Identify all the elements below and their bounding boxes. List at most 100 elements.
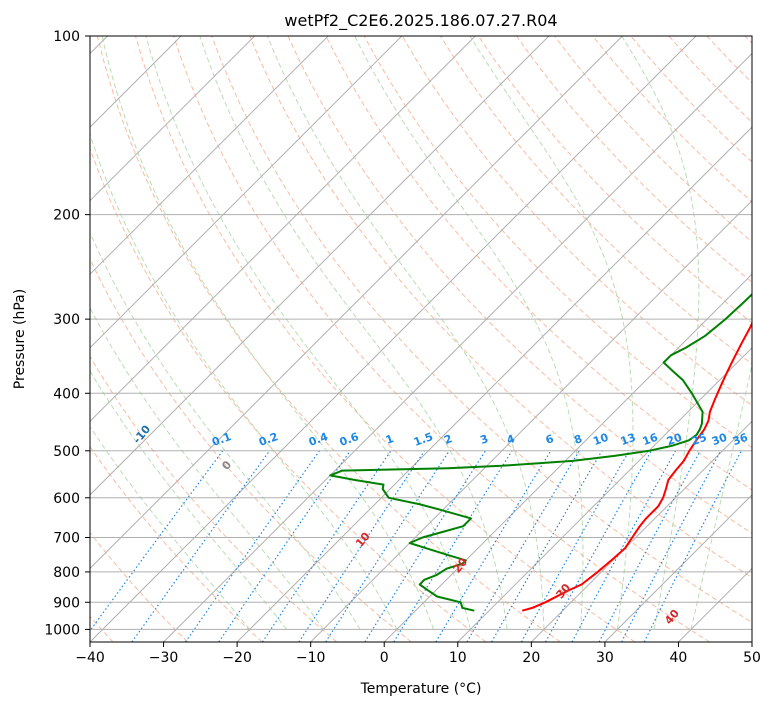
dewpoint-profile-line [329, 293, 752, 612]
dry-adiabat-line [744, 36, 752, 44]
mixing-ratio-line [435, 450, 552, 642]
moist-adiabat-line [145, 36, 471, 630]
y-tick-label: 900 [53, 595, 80, 611]
y-tick-label: 200 [53, 208, 80, 224]
isotherm-line [530, 420, 752, 642]
mixing-ratio-line [598, 450, 701, 642]
x-tick-label: 0 [380, 650, 389, 666]
dry-adiabat-line [630, 36, 752, 163]
x-tick-label: −30 [149, 650, 179, 666]
isotherm-line [604, 494, 752, 642]
moist-adiabat-line [621, 36, 700, 630]
moist-adiabat-line [469, 36, 634, 630]
mixing-ratio-line [131, 450, 271, 642]
mixing-ratio-line [466, 450, 580, 642]
moist-adiabat-line [690, 362, 752, 630]
dry-adiabat-line [439, 36, 752, 365]
mixing-ratio-label: 4 [505, 432, 517, 447]
dry-adiabat-label: 30 [553, 581, 573, 601]
mixing-ratio-line [298, 450, 425, 642]
dry-adiabat-label: -10 [131, 422, 154, 446]
x-tick-label: −40 [75, 650, 105, 666]
mixing-ratio-line [185, 450, 320, 642]
y-axis-ticks: 100 200 300 400 500 600 700 800 900 1000 [44, 29, 90, 638]
dry-adiabat-label: 40 [662, 607, 682, 627]
isotherm-line [90, 36, 550, 496]
x-tick-label: −10 [296, 650, 326, 666]
isotherm-line [90, 36, 329, 275]
isotherm-line [90, 36, 697, 642]
isotherm-line [163, 52, 752, 642]
mixing-ratio-line [90, 450, 224, 632]
x-tick-label: 20 [522, 650, 540, 666]
mixing-ratio-line [218, 450, 351, 642]
y-tick-label: 500 [53, 444, 80, 460]
isotherm-line [90, 36, 256, 202]
dry-adiabat-line [90, 258, 412, 642]
dry-adiabat-line [706, 36, 752, 84]
mixing-ratio-line [364, 450, 486, 642]
dry-adiabat-line [668, 36, 752, 124]
chart-title: wetPf2_C2E6.2025.186.07.27.R04 [284, 11, 557, 31]
dry-adiabat-line [90, 531, 188, 642]
y-tick-label: 400 [53, 386, 80, 402]
y-tick-label: 100 [53, 29, 80, 45]
moist-adiabat-line [90, 370, 287, 630]
dry-adiabat-line [325, 36, 752, 491]
dry-adiabat-line [592, 36, 752, 203]
dry-adiabat-line [249, 36, 752, 579]
dry-adiabat-line [477, 36, 752, 324]
mixing-ratio-label: 1 [384, 432, 396, 447]
y-tick-label: 300 [53, 312, 80, 328]
x-tick-label: 10 [449, 650, 467, 666]
y-tick-label: 700 [53, 531, 80, 547]
x-tick-label: −20 [222, 650, 252, 666]
y-tick-label: 600 [53, 491, 80, 507]
y-tick-label: 1000 [44, 622, 80, 638]
dry-adiabat-line [554, 36, 752, 243]
moist-adiabat-line [266, 36, 545, 630]
background-lines [90, 36, 752, 642]
isotherm-line [751, 641, 752, 642]
y-axis-label: Pressure (hPa) [12, 289, 28, 389]
dry-adiabat-line [90, 445, 263, 642]
mixing-ratio-label: 0.6 [338, 430, 361, 449]
moist-adiabat-line [90, 231, 361, 630]
moist-adiabat-line [199, 36, 508, 630]
mixing-ratio-label: 20 [665, 431, 684, 449]
moist-adiabat-line [354, 36, 584, 630]
dry-adiabat-line [96, 36, 561, 642]
temperature-profile-line [521, 321, 752, 612]
isotherm-line [90, 36, 476, 423]
mixing-ratio-line [545, 450, 652, 642]
x-axis-ticks: −40 −30 −20 −10 0 10 20 30 40 50 [75, 642, 761, 666]
mixing-ratio-line [571, 450, 677, 642]
dry-adiabat-line [173, 36, 710, 642]
mixing-ratio-line [520, 450, 630, 642]
x-axis-label: Temperature (°C) [360, 681, 482, 697]
mixing-ratio-label: 13 [619, 431, 638, 448]
dry-adiabat-line [90, 355, 338, 642]
dry-adiabat-line [135, 36, 636, 642]
isotherm-line [457, 347, 752, 642]
isotherm-line [678, 567, 752, 642]
dry-adiabat-line [90, 146, 487, 642]
x-tick-label: 50 [743, 650, 761, 666]
x-tick-label: 30 [596, 650, 614, 666]
moist-adiabat-line [90, 132, 398, 630]
mixing-ratio-label: 10 [591, 431, 610, 449]
isotherm-line [90, 36, 403, 349]
mixing-ratio-label: 0.2 [257, 430, 280, 449]
mixing-ratio-line [261, 450, 392, 642]
isotherm-line [90, 36, 623, 570]
dry-adiabat-line [363, 36, 752, 449]
isotherm-line [310, 199, 752, 642]
mixing-ratio-label: 16 [641, 431, 660, 449]
mixing-ratio-label: 0.1 [210, 430, 233, 449]
y-tick-label: 800 [53, 565, 80, 581]
mixing-ratio-label: 0.4 [307, 430, 330, 449]
moist-adiabat-line [101, 36, 435, 630]
moist-adiabat-line [90, 306, 324, 630]
dry-adiabat-label: 10 [353, 530, 373, 550]
mixing-ratio-line [325, 450, 450, 642]
